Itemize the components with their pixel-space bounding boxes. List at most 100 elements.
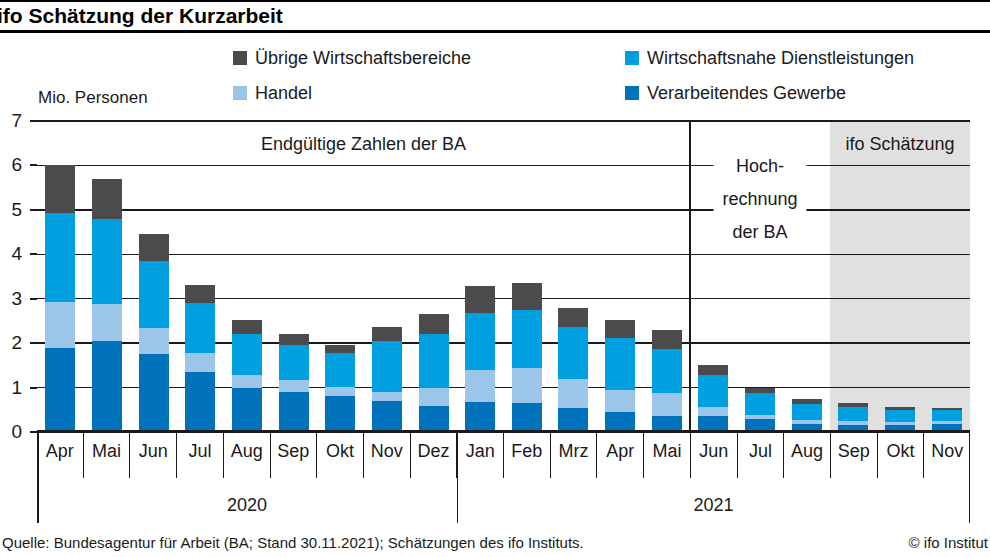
bar-segment bbox=[558, 308, 588, 327]
title-underline bbox=[0, 30, 990, 33]
x-axis-baseline bbox=[37, 430, 970, 432]
bar-segment bbox=[372, 327, 402, 341]
legend-swatch-cyan bbox=[625, 51, 639, 65]
y-tick-label: 5 bbox=[2, 199, 22, 221]
section-label-line: Endgültige Zahlen der BA bbox=[261, 134, 466, 154]
y-tick-mark bbox=[30, 209, 37, 211]
bar-segment bbox=[325, 387, 355, 397]
bar-segment bbox=[419, 406, 449, 432]
bar-segment bbox=[605, 338, 635, 390]
y-tick-mark bbox=[30, 164, 37, 166]
bar-segment bbox=[745, 393, 775, 415]
bar-segment bbox=[932, 410, 962, 421]
stacked-bar-jan-9 bbox=[465, 286, 495, 432]
y-tick-label: 7 bbox=[2, 110, 22, 132]
y-tick-label: 3 bbox=[2, 288, 22, 310]
y-tick-mark bbox=[30, 387, 37, 389]
legend-item-uebrige: Übrige Wirtschaftsbereiche bbox=[233, 48, 471, 68]
bar-segment bbox=[45, 213, 75, 302]
bar-segment bbox=[465, 313, 495, 370]
stacked-bar-nov-19 bbox=[932, 408, 962, 432]
bar-segment bbox=[139, 354, 169, 432]
bar-segment bbox=[45, 165, 75, 213]
bar-segment bbox=[372, 401, 402, 432]
legend-label: Verarbeitendes Gewerbe bbox=[647, 83, 846, 103]
month-label: Aug bbox=[784, 432, 831, 478]
bar-segment bbox=[512, 368, 542, 404]
stacked-bar-jul-15 bbox=[745, 388, 775, 432]
bar-segment bbox=[558, 327, 588, 379]
stacked-bar-nov-7 bbox=[372, 327, 402, 432]
bar-segment bbox=[232, 334, 262, 375]
bar-segment bbox=[325, 353, 355, 386]
stacked-bar-dez-8 bbox=[419, 314, 449, 432]
section-divider-line bbox=[689, 121, 691, 432]
stacked-bar-okt-6 bbox=[325, 345, 355, 432]
month-label: Jun bbox=[691, 432, 738, 478]
month-label: Aug bbox=[224, 432, 271, 478]
section-label-line: rechnung bbox=[714, 183, 807, 216]
month-label: Apr bbox=[37, 432, 84, 478]
bar-segment bbox=[279, 380, 309, 392]
bar-segment bbox=[92, 304, 122, 341]
chart-title: ifo Schätzung der Kurzarbeit bbox=[0, 4, 283, 28]
top-border-line bbox=[0, 0, 990, 2]
bar-segment bbox=[652, 349, 682, 394]
forecast-shaded-region bbox=[830, 121, 970, 432]
gridline-y3 bbox=[37, 298, 970, 299]
bar-segment bbox=[92, 179, 122, 219]
legend-item-dienstleistungen: Wirtschaftsnahe Dienstleistungen bbox=[625, 48, 914, 68]
month-label: Mai bbox=[644, 432, 691, 478]
legend-item-handel: Handel bbox=[233, 83, 312, 103]
y-tick-mark bbox=[30, 120, 37, 122]
stacked-bar-okt-18 bbox=[885, 407, 915, 432]
x-axis-month-row: AprMaiJunJulAugSepOktNovDezJanFebMrzAprM… bbox=[37, 432, 970, 478]
section-label-line: der BA bbox=[714, 216, 807, 249]
chart-window: { "header": { "title": "ifo Schätzung de… bbox=[0, 0, 990, 557]
stacked-bar-sep-17 bbox=[838, 403, 868, 432]
bar-segment bbox=[185, 303, 215, 353]
axis-group-divider bbox=[457, 432, 459, 523]
month-label: Jan bbox=[457, 432, 504, 478]
bar-segment bbox=[185, 372, 215, 432]
stacked-bar-aug-4 bbox=[232, 320, 262, 432]
bar-segment bbox=[92, 219, 122, 304]
y-tick-mark bbox=[30, 253, 37, 255]
month-label: Nov bbox=[924, 432, 970, 478]
source-note: Quelle: Bundesagentur für Arbeit (BA; St… bbox=[2, 534, 584, 551]
bar-segment bbox=[232, 388, 262, 432]
section-label: Hoch-rechnungder BA bbox=[714, 150, 807, 249]
stacked-bar-mai-13 bbox=[652, 330, 682, 432]
bar-segment bbox=[698, 407, 728, 416]
month-label: Mrz bbox=[551, 432, 598, 478]
y-tick-label: 6 bbox=[2, 154, 22, 176]
bar-segment bbox=[45, 348, 75, 432]
bar-segment bbox=[465, 402, 495, 432]
bar-segment bbox=[792, 404, 822, 420]
gridline-y2 bbox=[37, 342, 970, 343]
bar-segment bbox=[512, 283, 542, 310]
bar-segment bbox=[372, 341, 402, 392]
bar-segment bbox=[698, 365, 728, 375]
y-tick-mark bbox=[30, 431, 37, 433]
month-label: Nov bbox=[364, 432, 411, 478]
section-label: ifo Schätzung bbox=[845, 133, 954, 155]
gridline-y5 bbox=[37, 209, 970, 210]
stacked-bar-feb-10 bbox=[512, 283, 542, 432]
gridline-y7 bbox=[37, 120, 970, 122]
bar-segment bbox=[185, 353, 215, 372]
month-label: Mai bbox=[84, 432, 131, 478]
month-label: Okt bbox=[317, 432, 364, 478]
bar-segment bbox=[45, 302, 75, 348]
bar-segment bbox=[558, 379, 588, 407]
bar-segment bbox=[185, 285, 215, 303]
stacked-bar-jun-14 bbox=[698, 365, 728, 432]
month-label: Apr bbox=[597, 432, 644, 478]
month-label: Sep bbox=[271, 432, 318, 478]
month-label: Sep bbox=[831, 432, 878, 478]
legend-label: Wirtschaftsnahe Dienstleistungen bbox=[647, 48, 914, 68]
y-tick-label: 4 bbox=[2, 243, 22, 265]
bar-segment bbox=[325, 396, 355, 432]
stacked-bar-apr-12 bbox=[605, 320, 635, 432]
month-label: Feb bbox=[504, 432, 551, 478]
